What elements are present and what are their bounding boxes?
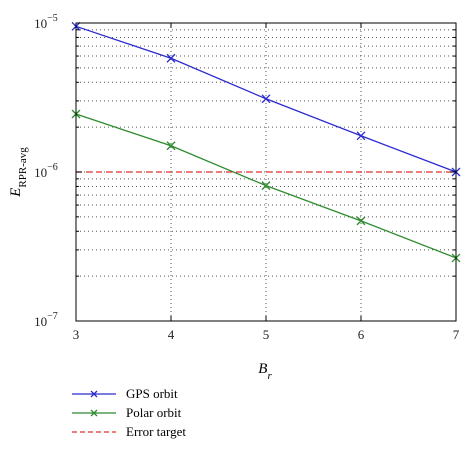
y-tick-label: 10−7 [34, 311, 58, 329]
legend-entry: Error target [70, 422, 186, 441]
legend-swatch-marker [90, 390, 98, 397]
data-point-marker [166, 53, 176, 63]
x-tick-label: 6 [358, 327, 365, 342]
x-axis-label-main: B [258, 361, 267, 377]
y-tick-base: 10 [34, 314, 47, 329]
y-tick-exponent: −6 [47, 162, 58, 173]
x-tick-label: 7 [453, 327, 460, 342]
series-layer [71, 21, 461, 263]
legend-entry: Polar orbit [70, 403, 186, 422]
y-tick-exponent: −5 [47, 13, 58, 24]
data-point-marker [356, 216, 366, 226]
x-tick-label: 5 [263, 327, 270, 342]
y-axis-label-sub: RPR-avg [17, 147, 29, 188]
x-tick-label: 4 [168, 327, 175, 342]
legend-label: Error target [126, 423, 187, 439]
legend-entry: GPS orbit [70, 384, 186, 403]
legend: GPS orbit Polar orbit Error target [70, 384, 186, 441]
x-axis-label-sub: r [267, 370, 272, 380]
legend-swatch [72, 409, 116, 416]
y-axis-label-main: E [8, 188, 24, 198]
grid [76, 23, 456, 321]
data-point-marker [261, 94, 271, 104]
legend-swatch [72, 390, 116, 397]
data-point-marker [166, 141, 176, 151]
legend-label: Polar orbit [126, 404, 182, 420]
y-tick-base: 10 [34, 165, 47, 180]
legend-swatch [72, 430, 116, 433]
x-tick-label: 3 [73, 327, 80, 342]
y-tick-base: 10 [34, 16, 47, 31]
legend-swatch-marker [90, 409, 98, 416]
axis-ticks: 3 4 5 6 710−510−610−7 [34, 13, 460, 342]
data-point-marker [261, 181, 271, 191]
legend-label: GPS orbit [126, 385, 178, 401]
y-tick-label: 10−5 [34, 13, 58, 31]
chart: 3 4 5 6 710−510−610−7 Br ERPR-avg [8, 13, 461, 380]
y-axis-label: ERPR-avg [8, 147, 29, 198]
x-axis-label: Br [258, 361, 272, 380]
y-tick-exponent: −7 [47, 311, 58, 322]
y-tick-label: 10−6 [34, 162, 58, 180]
data-point-marker [356, 131, 366, 141]
